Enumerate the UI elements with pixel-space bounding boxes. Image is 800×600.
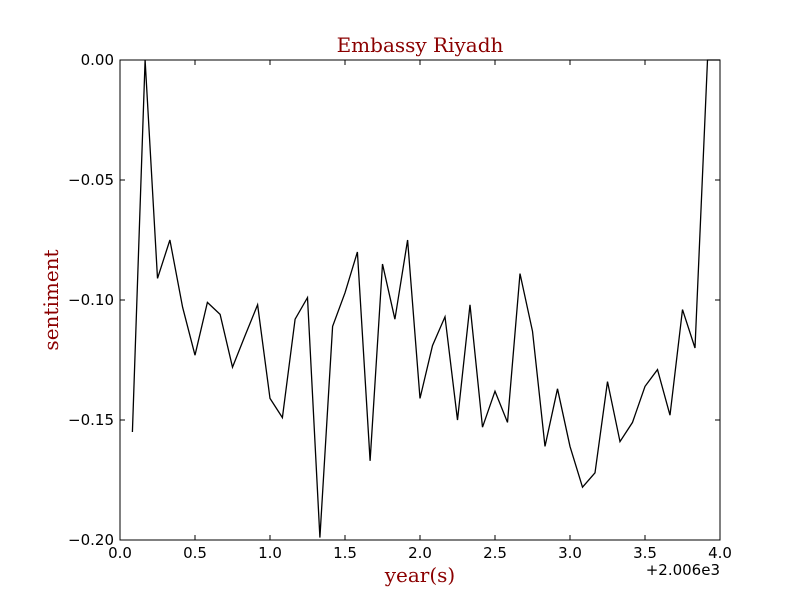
- y-axis-label: sentiment: [39, 249, 63, 350]
- x-tick-label: 0.5: [183, 544, 207, 562]
- y-tick-label: −0.10: [68, 291, 114, 309]
- y-tick-label: −0.15: [68, 411, 114, 429]
- x-axis: 0.0 0.5 1.0 1.5 2.0 2.5 3.0 3.5 4.0: [108, 60, 732, 562]
- series-line: [131, 59, 720, 538]
- y-axis: 0.00 −0.05 −0.10 −0.15 −0.20: [68, 51, 720, 549]
- x-tick-label: 2.0: [408, 544, 432, 562]
- plot-frame: [119, 59, 721, 541]
- x-tick-label: 4.0: [708, 544, 732, 562]
- plot-area: [119, 59, 721, 541]
- x-tick-label: 0.0: [108, 544, 132, 562]
- x-axis-label: year(s): [384, 563, 456, 587]
- y-tick-label: 0.00: [81, 51, 114, 69]
- x-tick-label: 1.5: [333, 544, 357, 562]
- chart-title: Embassy Riyadh: [337, 33, 504, 57]
- x-tick-label: 3.5: [633, 544, 657, 562]
- x-tick-label: 1.0: [258, 544, 282, 562]
- x-tick-label: 3.0: [558, 544, 582, 562]
- x-tick-label: 2.5: [483, 544, 507, 562]
- y-tick-label: −0.05: [68, 171, 114, 189]
- x-axis-offset-label: +2.006e3: [646, 561, 720, 579]
- y-tick-label: −0.20: [68, 531, 114, 549]
